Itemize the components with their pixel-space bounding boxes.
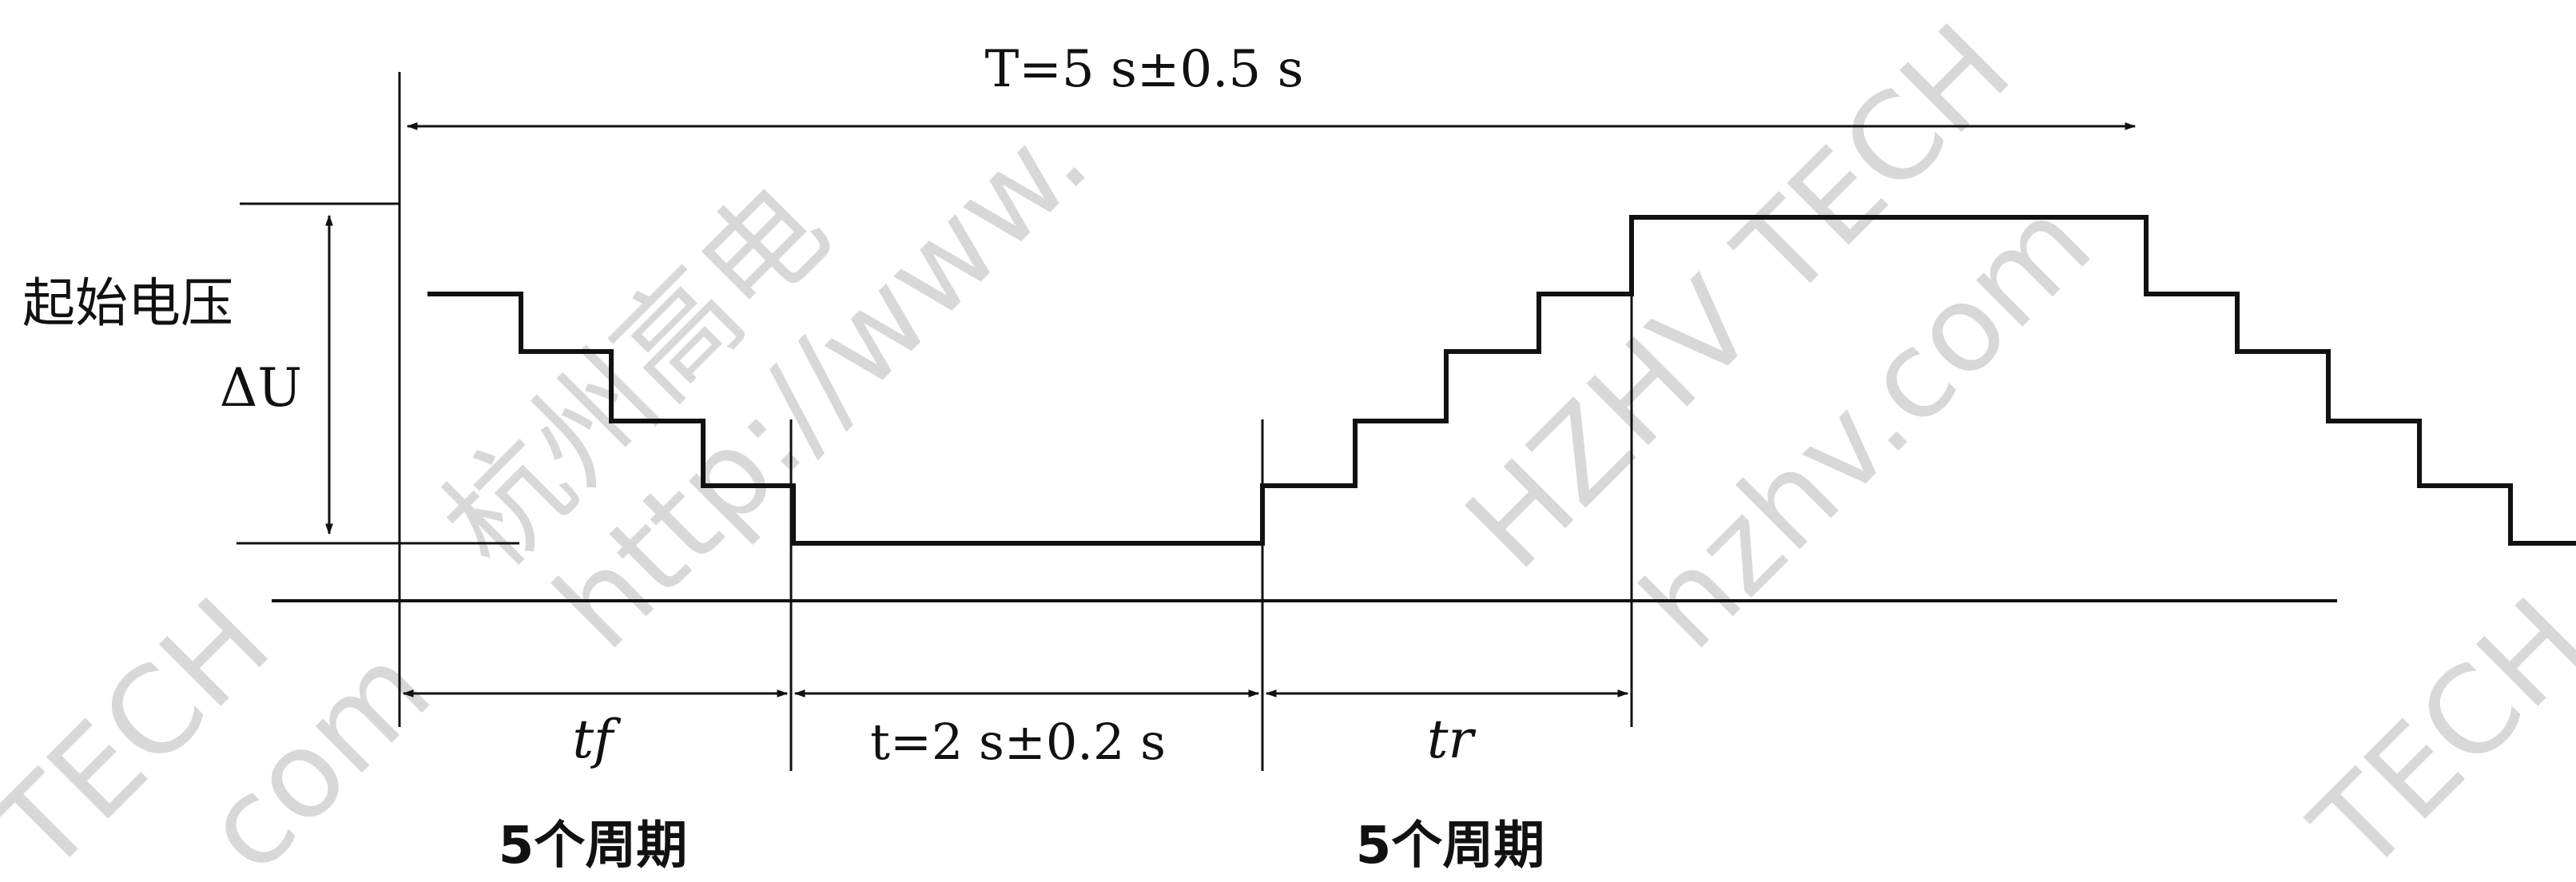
start-voltage-label: 起始电压 xyxy=(22,272,233,334)
diagram-lines xyxy=(237,72,2576,771)
labels: T=5 s±0.5 s 起始电压 ΔU tf t=2 s±0.2 s tr 5个… xyxy=(22,40,1544,876)
hold-time-label: t=2 s±0.2 s xyxy=(870,713,1166,771)
cycles-right-label: 5个周期 xyxy=(1356,816,1545,876)
period-label: T=5 s±0.5 s xyxy=(985,40,1304,99)
voltage-waveform xyxy=(427,215,2576,546)
tf-label: tf xyxy=(573,709,622,770)
cycles-left-label: 5个周期 xyxy=(499,816,688,876)
watermark-text-7: TECH xyxy=(2287,573,2576,882)
tr-label: tr xyxy=(1427,709,1477,770)
delta-u-label: ΔU xyxy=(220,357,302,419)
